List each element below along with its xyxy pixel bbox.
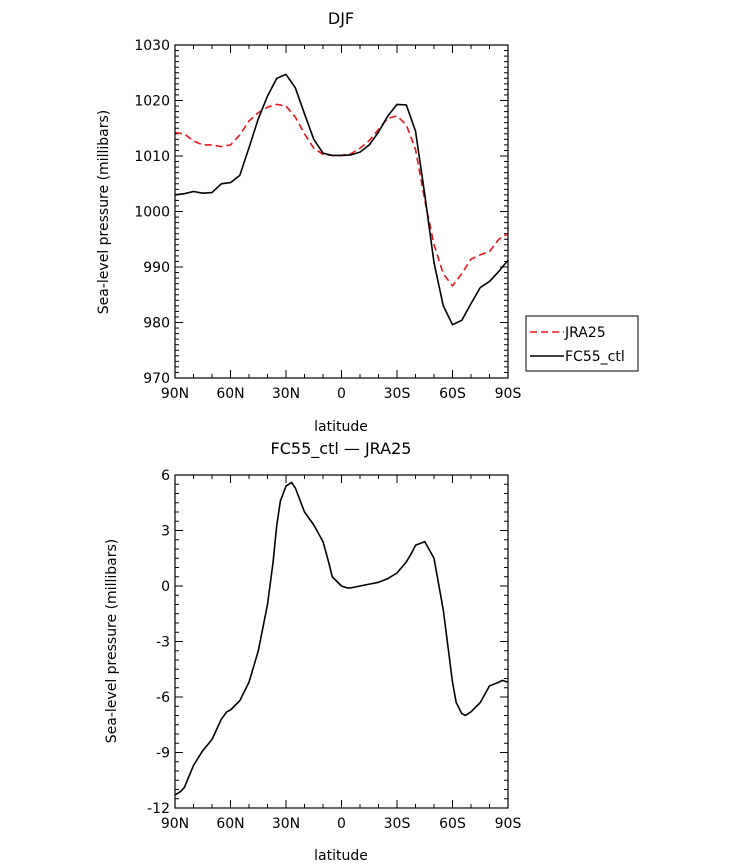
- series-line-jra25: [174, 103, 509, 287]
- x-tick-label: 60S: [439, 816, 466, 832]
- y-tick-label: 0: [161, 579, 170, 595]
- y-tick-label: -3: [156, 635, 170, 651]
- x-tick-label: 90S: [495, 816, 522, 832]
- y-tick-label: 1010: [134, 149, 170, 165]
- y-tick-label: 3: [161, 524, 170, 540]
- y-tick-label: -12: [147, 801, 170, 817]
- pressure-chart-panel: DJF Sea-level pressure (millibars) latit…: [96, 9, 521, 435]
- legend-label-fc55-ctl: FC55_ctl: [565, 349, 625, 365]
- x-tick-label: 90S: [495, 386, 522, 402]
- series-line-difference-0: [174, 481, 509, 796]
- x-tick-label: 30S: [384, 386, 411, 402]
- x-tick-label: 90N: [161, 386, 189, 402]
- legend: JRA25 FC55_ctl: [525, 315, 639, 372]
- plot-frame: [174, 44, 509, 379]
- y-tick-label: 980: [143, 316, 170, 332]
- y-axis-label: Sea-level pressure (millibars): [104, 539, 120, 743]
- y-tick-label: 970: [143, 371, 170, 387]
- y-tick-label: 990: [143, 260, 170, 276]
- x-tick-label: 90N: [161, 816, 189, 832]
- difference-chart-panel: FC55_ctl — JRA25 Sea-level pressure (mil…: [104, 439, 521, 864]
- y-tick-label: 1030: [134, 38, 170, 54]
- y-tick-label: 1000: [134, 205, 170, 221]
- y-tick-label: -9: [156, 746, 170, 762]
- legend-box: [525, 315, 639, 372]
- y-tick-label: 6: [161, 468, 170, 484]
- y-tick-label: 1020: [134, 94, 170, 110]
- x-tick-label: 30S: [384, 816, 411, 832]
- series-line-fc55-ctl: [174, 73, 509, 326]
- x-axis-label: latitude: [314, 848, 368, 864]
- chart-title: FC55_ctl — JRA25: [271, 439, 412, 459]
- legend-label-jra25: JRA25: [564, 325, 606, 341]
- y-axis-label: Sea-level pressure (millibars): [96, 110, 112, 314]
- x-tick-label: 30N: [272, 816, 300, 832]
- x-tick-label: 60N: [216, 386, 244, 402]
- x-tick-label: 0: [337, 386, 346, 402]
- x-tick-label: 60N: [216, 816, 244, 832]
- x-tick-label: 0: [337, 816, 346, 832]
- chart-title: DJF: [328, 9, 354, 28]
- x-axis-label: latitude: [314, 419, 368, 435]
- x-tick-label: 30N: [272, 386, 300, 402]
- plot-frame: [174, 474, 509, 809]
- y-tick-label: -6: [156, 690, 170, 706]
- x-tick-label: 60S: [439, 386, 466, 402]
